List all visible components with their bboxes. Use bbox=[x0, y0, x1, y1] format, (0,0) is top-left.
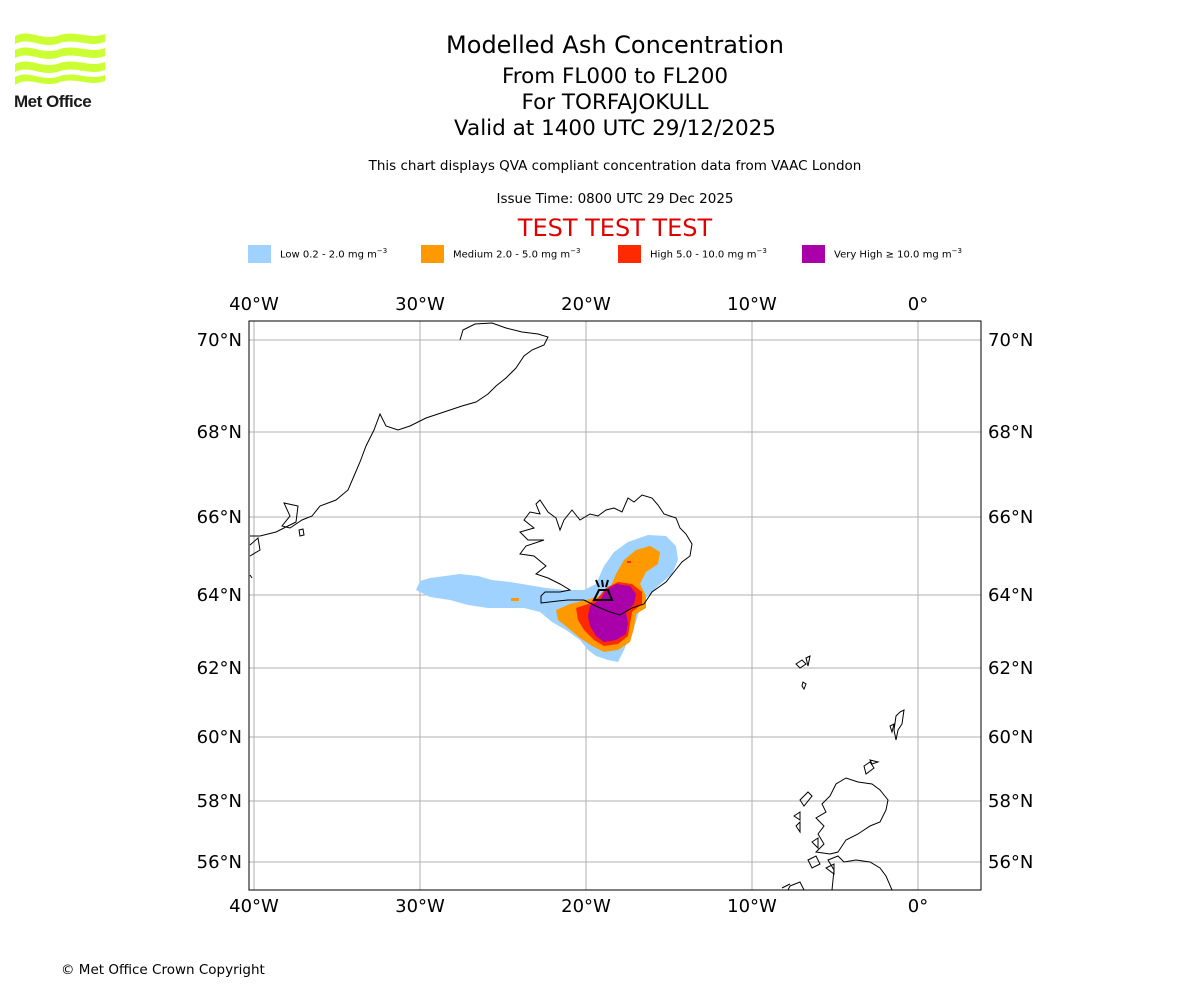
legend-swatch-medium bbox=[421, 245, 444, 263]
chart-title: Modelled Ash Concentration bbox=[446, 31, 784, 59]
legend-item-medium: Medium 2.0 - 5.0 mg m−3 bbox=[421, 244, 580, 264]
lat-label-right: 64°N bbox=[988, 585, 1033, 606]
lon-label-top: 10°W bbox=[727, 294, 777, 315]
lat-label-left: 62°N bbox=[197, 658, 242, 679]
lon-label-top: 40°W bbox=[229, 294, 279, 315]
lat-label-right: 60°N bbox=[988, 727, 1033, 748]
legend-label-very-high: Very High ≥ 10.0 mg m bbox=[834, 249, 952, 261]
lon-label-bottom: 10°W bbox=[727, 896, 777, 917]
lon-labels-top: 40°W 30°W 20°W 10°W 0° bbox=[229, 294, 928, 315]
lon-label-top: 20°W bbox=[561, 294, 611, 315]
iceland-coast bbox=[519, 494, 693, 616]
legend-label-low: Low 0.2 - 2.0 mg m bbox=[280, 249, 377, 261]
legend-label-high: High 5.0 - 10.0 mg m bbox=[650, 249, 757, 261]
lon-label-bottom: 40°W bbox=[229, 896, 279, 917]
valid-time: Valid at 1400 UTC 29/12/2025 bbox=[453, 116, 776, 141]
lat-label-right: 66°N bbox=[988, 507, 1033, 528]
ash-high-speck bbox=[627, 561, 631, 563]
lon-label-bottom: 0° bbox=[908, 896, 928, 917]
logo-text: Met Office bbox=[14, 92, 92, 111]
lon-label-top: 30°W bbox=[395, 294, 445, 315]
orkney-islands bbox=[863, 759, 880, 775]
legend-item-low: Low 0.2 - 2.0 mg m−3 bbox=[248, 244, 387, 264]
qva-subtitle: This chart displays QVA compliant concen… bbox=[368, 158, 862, 174]
legend-swatch-very-high bbox=[802, 245, 825, 263]
lat-labels-left: 70°N 68°N 66°N 64°N 62°N 60°N 58°N 56°N bbox=[197, 330, 242, 873]
scotland-coast bbox=[814, 777, 893, 890]
legend-label-medium: Medium 2.0 - 5.0 mg m bbox=[453, 249, 571, 261]
faroe-islands bbox=[795, 655, 811, 691]
greenland-islet bbox=[298, 528, 305, 537]
lon-label-bottom: 30°W bbox=[395, 896, 445, 917]
lat-label-right: 58°N bbox=[988, 791, 1033, 812]
lon-labels-bottom: 40°W 30°W 20°W 10°W 0° bbox=[229, 896, 928, 917]
map-frame bbox=[248, 320, 982, 891]
coastlines bbox=[249, 322, 905, 890]
lat-label-left: 58°N bbox=[197, 791, 242, 812]
graticule bbox=[249, 321, 981, 890]
legend-item-high: High 5.0 - 10.0 mg m−3 bbox=[618, 244, 767, 264]
lat-label-right: 56°N bbox=[988, 852, 1033, 873]
concentration-legend: Low 0.2 - 2.0 mg m−3 Medium 2.0 - 5.0 mg… bbox=[0, 244, 1200, 264]
lat-label-right: 70°N bbox=[988, 330, 1033, 351]
met-office-logo: Met Office bbox=[14, 30, 114, 112]
legend-item-very-high: Very High ≥ 10.0 mg m−3 bbox=[802, 244, 962, 264]
legend-swatch-low bbox=[248, 245, 271, 263]
map-content bbox=[249, 321, 981, 890]
lat-label-left: 56°N bbox=[197, 852, 242, 873]
met-office-waves-icon bbox=[15, 33, 105, 85]
copyright-notice: © Met Office Crown Copyright bbox=[61, 962, 265, 978]
lat-labels-right: 70°N 68°N 66°N 64°N 62°N 60°N 58°N 56°N bbox=[988, 330, 1033, 873]
lon-label-bottom: 20°W bbox=[561, 896, 611, 917]
lat-label-left: 60°N bbox=[197, 727, 242, 748]
legend-swatch-high bbox=[618, 245, 641, 263]
lat-label-right: 62°N bbox=[988, 658, 1033, 679]
ash-medium-speck bbox=[511, 598, 519, 601]
volcano-name: For TORFAJOKULL bbox=[521, 90, 709, 115]
flight-level-range: From FL000 to FL200 bbox=[501, 64, 729, 89]
lat-label-right: 68°N bbox=[988, 422, 1033, 443]
lat-label-left: 68°N bbox=[197, 422, 242, 443]
greenland-coast bbox=[249, 322, 549, 579]
volcano-icon bbox=[592, 579, 614, 601]
issue-time: Issue Time: 0800 UTC 29 Dec 2025 bbox=[496, 191, 734, 207]
hebrides bbox=[781, 791, 835, 890]
test-banner: TEST TEST TEST bbox=[517, 214, 713, 242]
shetland-islands bbox=[889, 709, 905, 741]
lat-label-left: 66°N bbox=[197, 507, 242, 528]
lat-label-left: 64°N bbox=[197, 585, 242, 606]
lat-label-left: 70°N bbox=[197, 330, 242, 351]
lon-label-top: 0° bbox=[908, 294, 928, 315]
